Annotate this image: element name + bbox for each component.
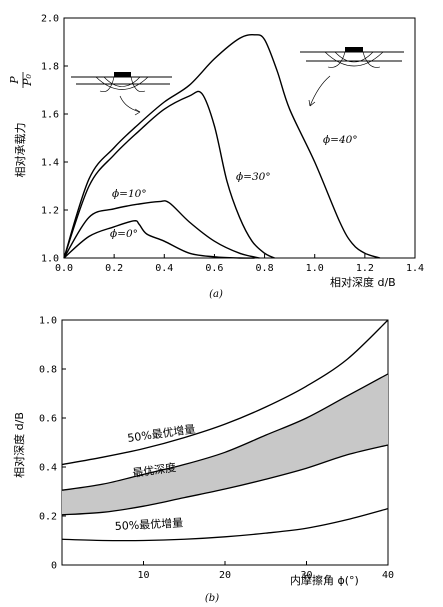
label-optimum-depth: 最优深度 <box>131 460 177 480</box>
label-phi40: ϕ=40° <box>323 134 358 146</box>
panel-a-xtick-label: 0.8 <box>256 263 274 274</box>
footing-sketch-right-icon <box>300 47 404 107</box>
panel-a-curve-1 <box>63 200 260 259</box>
label-phi10: ϕ=10° <box>112 188 147 200</box>
panel-b-curve-3 <box>61 508 389 542</box>
panel-a-xtick-label: 0.2 <box>105 263 123 274</box>
panel-a-caption: (a) <box>209 289 223 300</box>
panel-b-ytick-label: 0.4 <box>39 463 57 474</box>
panel-b-xtick-label: 20 <box>219 570 231 581</box>
panel-b-xlabel: 内摩擦角 ϕ(°) <box>290 573 359 587</box>
panel-a-curve-0 <box>63 220 255 259</box>
panel-b-ytick-label: 0.6 <box>39 414 57 425</box>
panel-a-ylabel-num: P <box>8 76 21 85</box>
label-upper-increment: 50%最优增量 <box>126 422 196 445</box>
panel-a-xtick-label: 0.6 <box>205 263 223 274</box>
label-phi0: ϕ=0° <box>110 228 138 240</box>
panel-a-ytick-label: 1.8 <box>41 62 59 73</box>
panel-a-ylabel: 相对承载力 P P₀ <box>8 72 34 178</box>
panel-b-curve-2 <box>61 444 389 516</box>
panel-b-caption: (b) <box>205 593 219 604</box>
panel-a-ytick-label: 1.6 <box>41 110 59 121</box>
panel-a-ytick-label: 1.4 <box>41 158 59 169</box>
panel-a-xlabel: 相对深度 d/B <box>330 275 396 289</box>
footing-sketch-left-icon <box>71 72 172 116</box>
panel-a-xtick-label: 1.0 <box>306 263 324 274</box>
label-lower-increment: 50%最优增量 <box>114 515 183 533</box>
panel-a-xtick-label: 0.0 <box>55 263 73 274</box>
label-phi30: ϕ=30° <box>236 171 271 183</box>
panel-b-curve-1 <box>61 373 389 491</box>
panel-a-xtick-label: 1.4 <box>406 263 424 274</box>
panel-a-ytick-label: 1.2 <box>41 206 59 217</box>
panel-b-ytick-label: 0.8 <box>39 365 57 376</box>
panel-a-ytick-label: 2.0 <box>41 14 59 25</box>
panel-a-ylabel-text: 相对承载力 <box>13 123 27 178</box>
panel-a-ylabel-den: P₀ <box>21 74 34 87</box>
panel-a-curve-3 <box>63 34 381 259</box>
panel-b-ytick-label: 1.0 <box>39 316 57 327</box>
panel-b: 0 0.2 0.4 0.6 0.8 1.0 10 20 30 40 相对深度 d/B 内摩擦角 … <box>12 316 394 605</box>
panel-b-ytick-label: 0.2 <box>39 512 57 523</box>
panel-a: 1.0 1.2 1.4 1.6 1.8 2.0 0.0 0.2 0.4 0.6 0.8 1.0 1.2… <box>8 14 424 301</box>
panel-b-xtick-label: 40 <box>382 570 394 581</box>
panel-b-curve-0 <box>61 319 389 466</box>
panel-b-ylabel: 相对深度 d/B <box>12 412 26 478</box>
panel-b-xtick-label: 30 <box>300 570 312 581</box>
panel-b-xtick-label: 10 <box>137 570 149 581</box>
panel-a-ytick-label: 1.0 <box>41 254 59 265</box>
panel-a-frame <box>63 17 416 259</box>
panel-a-xtick-label: 1.2 <box>356 263 374 274</box>
panel-a-curve-2 <box>63 90 275 259</box>
panel-b-ytick-label: 0 <box>51 561 57 572</box>
panel-a-xtick-label: 0.4 <box>155 263 173 274</box>
optimum-depth-band <box>62 373 388 515</box>
